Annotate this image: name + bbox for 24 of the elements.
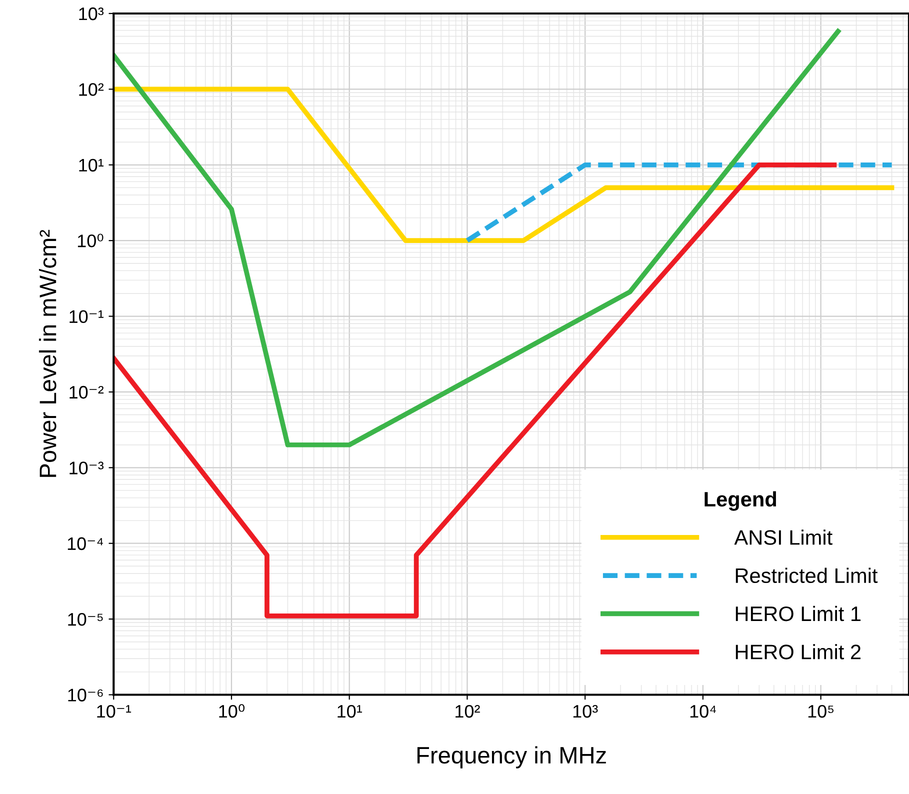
legend-title: Legend: [704, 491, 776, 511]
x-tick-label: 10³: [573, 704, 598, 718]
y-tick-label: 10⁻²: [70, 386, 104, 399]
x-tick-label: 10⁵: [808, 704, 834, 718]
y-tick-label: 10¹: [79, 158, 104, 172]
x-tick-label: 10²: [456, 704, 480, 718]
legend-label: ANSI Limit: [734, 530, 832, 545]
y-tick-label: 10⁰: [78, 234, 104, 248]
y-tick-label: 10⁻³: [70, 462, 104, 474]
x-tick-label: 10⁴: [690, 704, 716, 718]
y-tick-label: 10⁻⁴: [68, 537, 104, 550]
legend-label: Restricted Limit: [736, 568, 878, 584]
y-tick-label: 10⁻¹: [70, 310, 104, 323]
legend-label: HERO Limit 1: [736, 606, 861, 622]
x-tick-label: 10⁻¹: [97, 704, 132, 718]
y-tick-label: 10²: [79, 83, 104, 96]
y-axis-title: Power Level in mW/cm²: [38, 230, 56, 477]
y-tick-label: 10⁻⁶: [68, 688, 103, 702]
y-tick-label: 10⁻⁵: [68, 612, 103, 626]
x-tick-label: 10¹: [338, 704, 362, 718]
y-tick-label: 10³: [79, 7, 104, 20]
legend-label: HERO Limit 2: [736, 644, 860, 660]
x-axis-title: Frequency in MHz: [417, 746, 606, 768]
x-tick-label: 10⁰: [219, 704, 245, 718]
